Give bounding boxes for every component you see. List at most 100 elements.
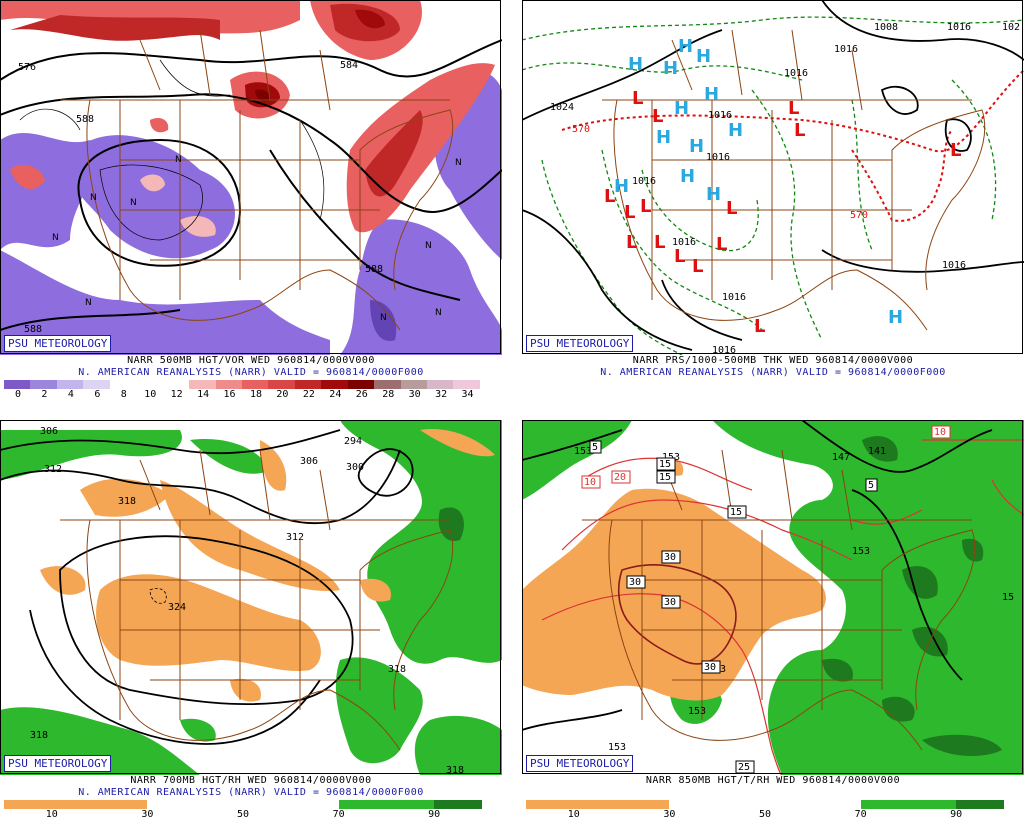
contour-label: 153 <box>688 706 706 717</box>
colorbar-tick: 30 <box>408 389 421 400</box>
colorbar-tick: 32 <box>435 389 448 400</box>
low-marker: L <box>726 198 737 219</box>
temperature-label: 30 <box>661 595 681 609</box>
contour-label: 318 <box>446 765 464 775</box>
isobar-label: 1016 <box>632 176 656 187</box>
colorbar-segment <box>669 800 861 809</box>
contour-label: 147 <box>832 452 850 463</box>
isobar-label: 1016 <box>947 22 971 33</box>
svg-text:5: 5 <box>868 480 874 491</box>
colorbar-tick: 2 <box>41 389 48 400</box>
vort-min-marker: N <box>455 158 462 168</box>
low-marker: L <box>794 120 805 141</box>
panel-title: NARR 850MB HGT/T/RH WED 960814/0000V000 <box>645 775 901 786</box>
colorbar-tick: 8 <box>120 389 127 400</box>
political-borders-500mb <box>60 29 454 331</box>
low-marker: L <box>652 106 663 127</box>
panel-700mb: 306 312 318 306 294 300 312 324 318 318 … <box>0 420 502 822</box>
isobar-label: 1008 <box>874 22 898 33</box>
svg-text:30: 30 <box>664 552 676 563</box>
high-marker: H <box>704 84 719 105</box>
colorbar-swatch <box>83 380 110 389</box>
temperature-label: 10 <box>581 475 601 489</box>
high-marker: H <box>678 36 693 57</box>
temperature-label: 15 <box>727 505 747 519</box>
vort-min-marker: N <box>175 155 182 165</box>
svg-text:15: 15 <box>659 472 671 483</box>
temperature-label: 30 <box>661 550 681 564</box>
panel-pressure-thickness: 1008 1016 102 1016 1024 1016 1016 1016 1… <box>522 0 1024 402</box>
colorbar-tick: 50 <box>758 809 772 820</box>
colorbar-swatch <box>321 380 348 389</box>
contour-labels-500mb: 576 584 588 588 588 <box>18 60 383 335</box>
vorticity-colorbar <box>4 380 480 389</box>
contour-label: 153 <box>608 742 626 753</box>
high-pressure-markers: H H H H H H H H H H H H H <box>614 36 903 328</box>
colorbar-swatch <box>109 380 137 389</box>
svg-text:25: 25 <box>738 762 750 773</box>
high-marker: H <box>696 46 711 67</box>
svg-text:30: 30 <box>704 662 716 673</box>
svg-text:10: 10 <box>584 477 596 488</box>
contour-label: 312 <box>286 532 304 543</box>
svg-text:20: 20 <box>614 472 626 483</box>
high-marker: H <box>614 176 629 197</box>
panel-subtitle: N. AMERICAN REANALYSIS (NARR) VALID = 96… <box>78 787 424 798</box>
colorbar-swatch <box>268 380 295 389</box>
high-marker: H <box>728 120 743 141</box>
isobar-label: 1016 <box>672 237 696 248</box>
svg-text:30: 30 <box>629 577 641 588</box>
contour-label: 318 <box>388 664 406 675</box>
isobar-label: 1016 <box>942 260 966 271</box>
colorbar-tick: 50 <box>236 809 250 820</box>
panel-title: NARR PRS/1000-500MB THK WED 960814/0000V… <box>632 355 914 366</box>
high-marker: H <box>706 184 721 205</box>
high-marker: H <box>689 136 704 157</box>
colorbar-tick: 10 <box>45 809 58 820</box>
isobar-label: 1016 <box>712 345 736 355</box>
temperature-label: 30 <box>701 660 721 674</box>
colorbar-tick: 6 <box>94 389 101 400</box>
isobar-label: 1024 <box>550 102 574 113</box>
colorbar-swatch <box>453 380 480 389</box>
contour-label: 15 <box>1002 592 1014 603</box>
svg-text:5: 5 <box>592 442 598 453</box>
height-contours-850mb <box>522 420 993 731</box>
political-borders-700mb <box>60 449 454 751</box>
colorbar-tick: 0 <box>14 389 22 400</box>
high-marker: H <box>663 58 678 79</box>
temperature-label: 30 <box>626 575 646 589</box>
colorbar-tick: 16 <box>223 389 236 400</box>
colorbar-segment <box>956 800 1004 809</box>
low-marker: L <box>674 246 685 267</box>
colorbar-tick: 90 <box>428 809 441 820</box>
political-borders-850mb <box>582 449 976 751</box>
map-500mb: 576 584 588 588 588 N N N N N N N N N <box>0 0 502 355</box>
thickness-label: 570 <box>850 210 868 221</box>
vort-min-marker: N <box>425 241 432 251</box>
vort-min-marker: N <box>435 308 442 318</box>
vort-min-marker: N <box>52 233 59 243</box>
temperature-label: 20 <box>611 470 631 484</box>
contour-label: 318 <box>30 730 48 741</box>
panel-850mb: 153 147 141 153 153 153 153 153 15 10201… <box>522 420 1024 822</box>
vorticity-markers-500mb: N N N N N N N N N <box>52 155 462 323</box>
colorbar-tick: 12 <box>170 389 183 400</box>
colorbar-tick: 14 <box>197 389 210 400</box>
temperature-label: 5 <box>589 440 602 454</box>
colorbar-swatch <box>162 380 190 389</box>
high-marker: H <box>680 166 695 187</box>
map-700mb: 306 312 318 306 294 300 312 324 318 318 … <box>0 420 502 775</box>
vort-min-marker: N <box>380 313 387 323</box>
colorbar-segment <box>4 800 148 809</box>
colorbar-swatch <box>374 380 401 389</box>
low-marker: L <box>640 196 651 217</box>
colorbar-tick: 18 <box>249 389 263 400</box>
contour-label: 584 <box>340 60 358 71</box>
low-marker: L <box>788 98 799 119</box>
vort-min-marker: N <box>90 193 97 203</box>
colorbar-swatch <box>215 380 242 389</box>
psu-meteorology-badge: PSU METEOROLOGY <box>526 755 634 772</box>
colorbar-tick: 10 <box>144 389 157 400</box>
colorbar-swatch <box>4 380 31 389</box>
